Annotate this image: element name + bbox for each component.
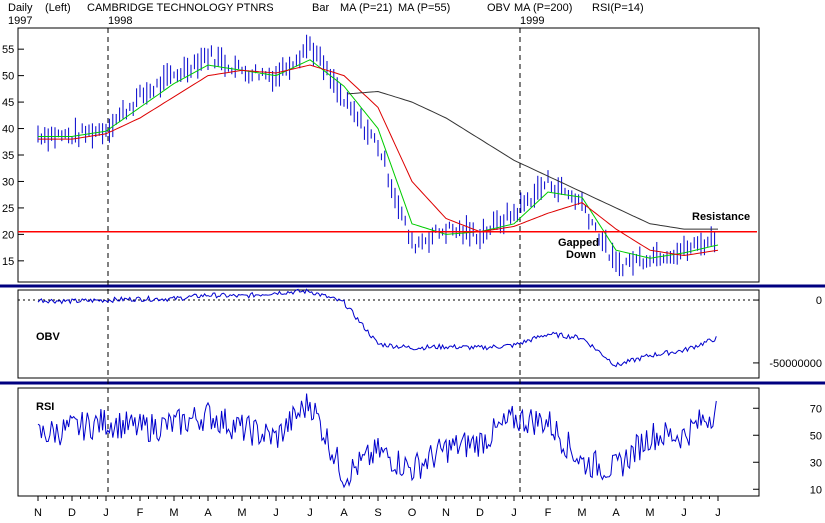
price-y-tick-label: 25	[2, 203, 14, 215]
x-tick-label: J	[681, 507, 687, 519]
x-tick-label: J	[273, 507, 279, 519]
year-label-1999: 1999	[520, 15, 544, 27]
obv-y-tick-label: 0	[816, 295, 822, 307]
obv-panel: 0 -50000000	[18, 288, 822, 370]
rsi-panel: 10 30 50 70	[37, 393, 822, 496]
legend-item: MA (P=55)	[398, 2, 450, 14]
x-tick-label: M	[577, 507, 586, 519]
legend-item: MA (P=21)	[340, 2, 392, 14]
rsi-label: RSI	[36, 401, 54, 413]
legend-item: RSI(P=14)	[592, 2, 644, 14]
chart-title: CAMBRIDGE TECHNOLOGY PTNRS	[87, 2, 274, 14]
obv-line	[37, 288, 717, 368]
price-y-tick-label: 15	[2, 256, 14, 268]
price-y-tick-label: 40	[2, 124, 14, 136]
x-tick-label: N	[442, 507, 450, 519]
annotation-down: Down	[566, 249, 596, 261]
x-tick-label: F	[137, 507, 144, 519]
moving-average-lines	[38, 59, 719, 259]
price-y-tick-label: 35	[2, 150, 14, 162]
x-tick-label: A	[612, 507, 620, 519]
x-tick-label: A	[340, 507, 348, 519]
rsi-line	[37, 393, 717, 489]
x-tick-label: D	[68, 507, 76, 519]
price-y-tick-label: 30	[2, 176, 14, 188]
x-tick-label: M	[237, 507, 246, 519]
legend: Bar MA (P=21) MA (P=55) OBV MA (P=200) RSI(P=…	[312, 2, 644, 14]
price-y-tick-label: 45	[2, 97, 14, 109]
x-tick-label: A	[204, 507, 212, 519]
legend-item: Bar	[312, 2, 329, 14]
x-tick-label: J	[103, 507, 109, 519]
ma-200-line	[347, 90, 718, 230]
scale-label: (Left)	[45, 2, 71, 14]
rsi-y-tick-label: 10	[810, 484, 822, 496]
price-y-tick-label: 20	[2, 229, 14, 241]
rsi-y-tick-label: 70	[810, 403, 822, 415]
ma-21-line	[38, 59, 719, 259]
obv-label: OBV	[36, 331, 61, 343]
obv-panel-frame	[17, 289, 760, 379]
x-tick-label: S	[374, 507, 381, 519]
legend-item: OBV	[487, 2, 511, 14]
price-y-tick-label: 50	[2, 71, 14, 83]
price-bars	[37, 34, 716, 277]
x-tick-label: J	[511, 507, 517, 519]
x-tick-label: O	[408, 507, 417, 519]
price-panel-frame	[17, 27, 760, 283]
x-tick-label: M	[645, 507, 654, 519]
x-tick-label: J	[715, 507, 721, 519]
x-tick-label: N	[34, 507, 42, 519]
rsi-y-tick-label: 30	[810, 457, 822, 469]
x-tick-label: D	[476, 507, 484, 519]
annotation-gapped: Gapped	[558, 237, 599, 249]
year-label-start: 1997	[8, 15, 32, 27]
legend-item: MA (P=200)	[514, 2, 572, 14]
x-tick-label: J	[307, 507, 313, 519]
x-tick-label: M	[169, 507, 178, 519]
price-y-tick-label: 55	[2, 44, 14, 56]
ma-55-line	[38, 64, 719, 257]
annotation-resistance: Resistance	[692, 211, 750, 223]
obv-y-tick-label: -50000000	[769, 358, 822, 370]
year-label-1998: 1998	[108, 15, 132, 27]
rsi-panel-frame	[17, 387, 760, 497]
price-y-axis: 15 20 25 30 35 40 45 50 55	[2, 44, 24, 268]
rsi-y-tick-label: 50	[810, 430, 822, 442]
x-tick-label: F	[545, 507, 552, 519]
period-label: Daily	[8, 2, 33, 14]
